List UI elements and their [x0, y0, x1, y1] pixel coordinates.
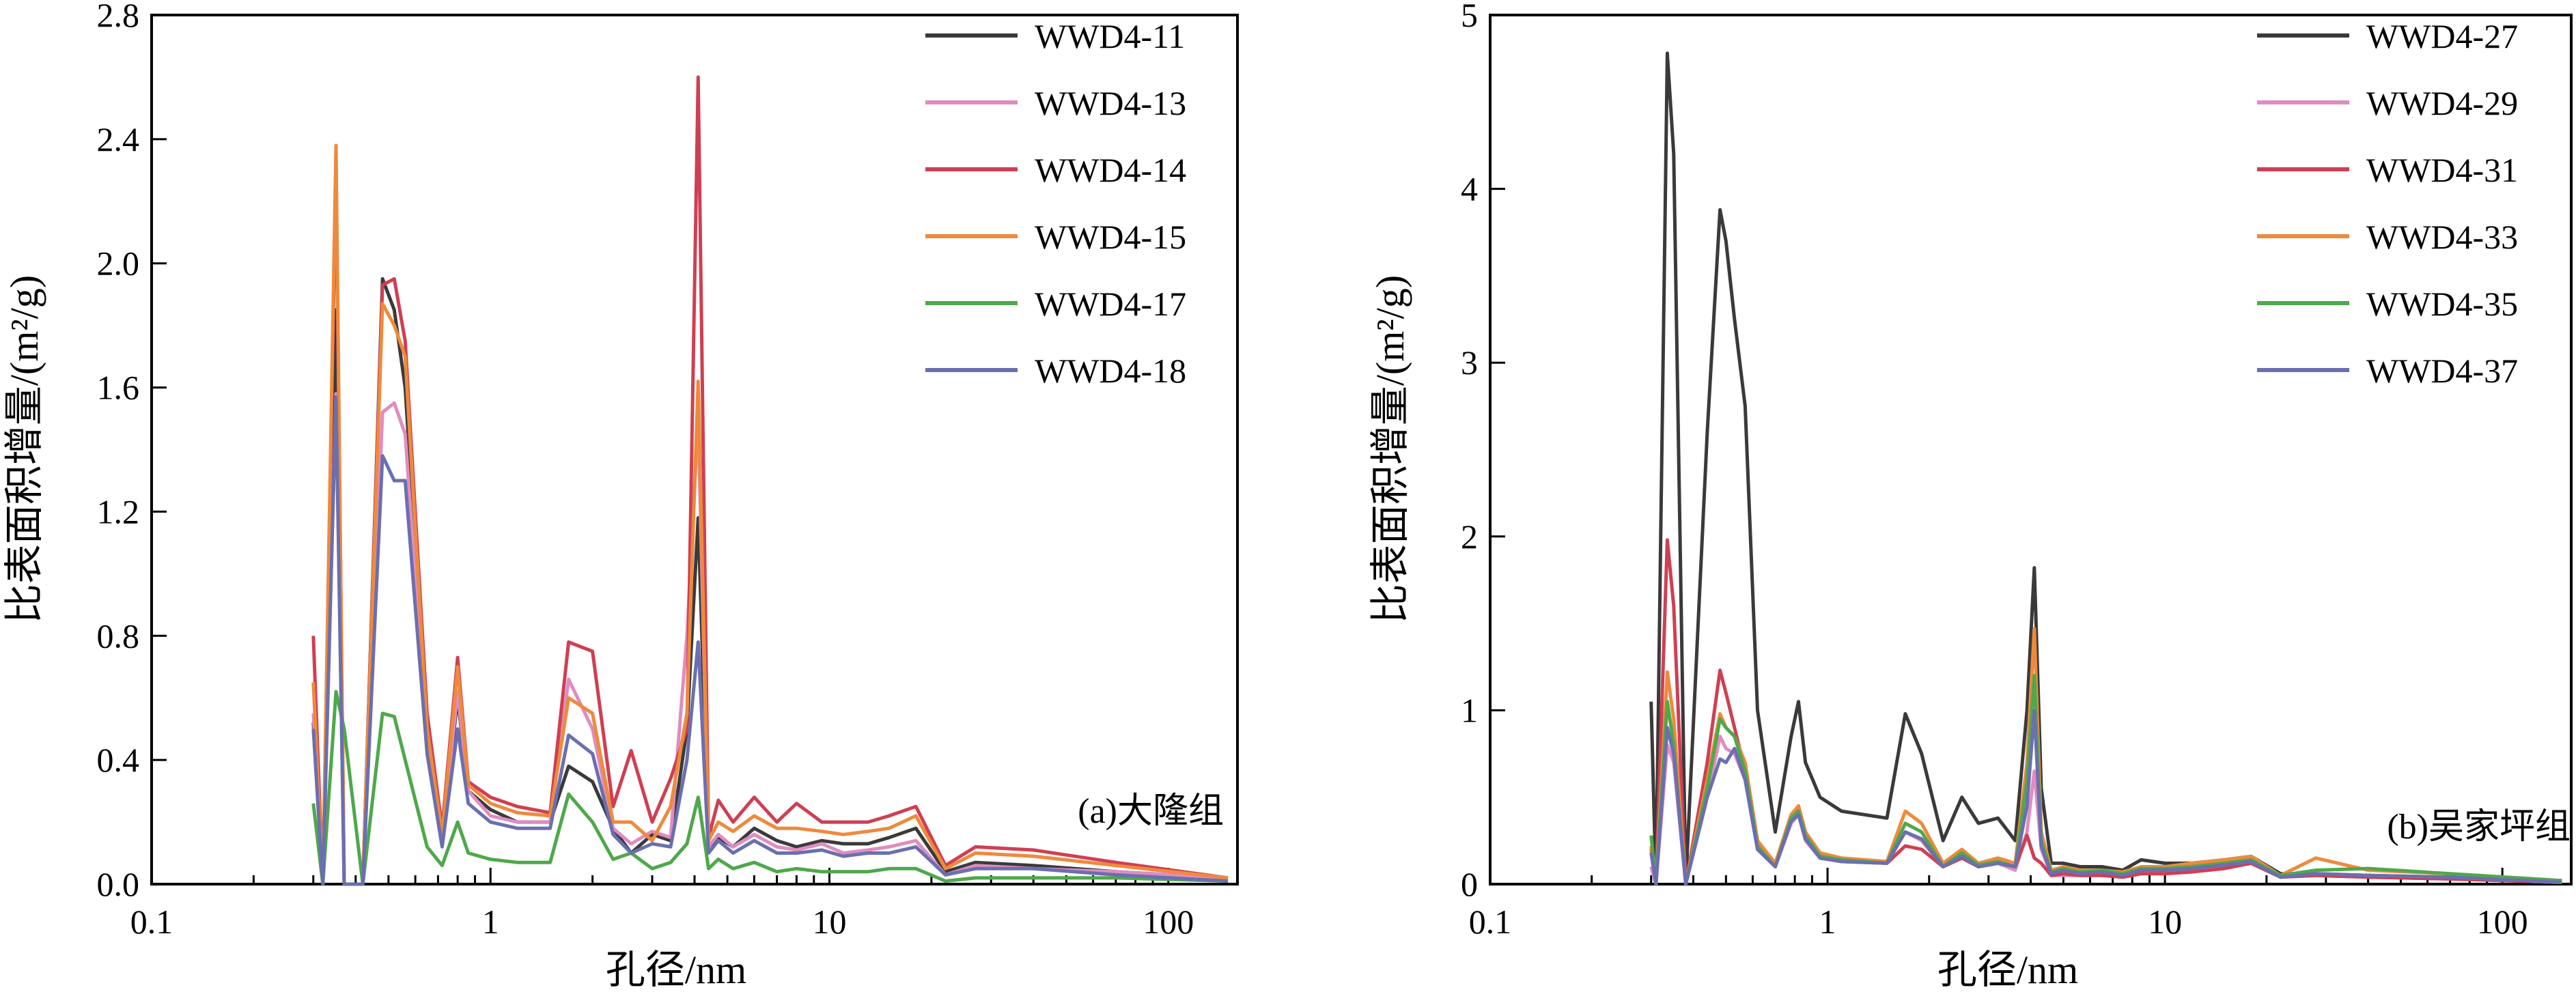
chart-b-xlabel: 孔径/nm — [1937, 948, 2078, 992]
chart-a-ylabel: 比表面积增量/(m²/g) — [2, 275, 46, 623]
y-tick-label: 1.6 — [97, 369, 140, 407]
y-tick-label: 2.8 — [97, 0, 140, 34]
legend-label: WWD4-37 — [2366, 352, 2518, 390]
series-line-wwd4-13 — [311, 392, 1229, 886]
y-tick-label: 0.4 — [97, 741, 140, 779]
legend-label: WWD4-13 — [1035, 84, 1186, 122]
y-tick-label: 2 — [1461, 518, 1478, 556]
x-tick-label: 1 — [1819, 903, 1836, 941]
legend-label: WWD4-29 — [2366, 84, 2518, 122]
legend-label: WWD4-17 — [1035, 285, 1186, 323]
x-tick-label: 1 — [482, 903, 499, 941]
y-tick-label: 5 — [1461, 0, 1478, 34]
legend-label: WWD4-27 — [2366, 17, 2518, 55]
legend-label: WWD4-35 — [2366, 285, 2518, 323]
x-tick-label: 10 — [812, 903, 846, 941]
legend-label: WWD4-11 — [1035, 17, 1185, 55]
x-tick-label: 10 — [2148, 903, 2182, 941]
chart-a-xlabel: 孔径/nm — [606, 948, 746, 992]
series-line-wwd4-14 — [311, 75, 1229, 886]
legend-label: WWD4-33 — [2366, 218, 2518, 256]
chart-b-ylabel: 比表面积增量/(m²/g) — [1368, 275, 1412, 623]
chart-a-title: (a)大隆组 — [1078, 792, 1224, 831]
series-line-wwd4-17 — [311, 690, 1229, 886]
series-line-wwd4-18 — [311, 395, 1229, 886]
y-tick-label: 1.2 — [97, 492, 140, 530]
x-tick-label: 0.1 — [1469, 903, 1512, 941]
y-tick-label: 0.0 — [97, 865, 140, 903]
y-tick-label: 0 — [1461, 865, 1478, 903]
y-tick-label: 3 — [1461, 343, 1478, 382]
x-tick-label: 0.1 — [130, 903, 173, 941]
series-line-wwd4-37 — [1649, 708, 2562, 886]
chart-panel-a: (a)大隆组 孔径/nm 比表面积增量/(m²/g) 0.1 1 10 100 0.0 0… — [2, 0, 1239, 992]
y-tick-label: 4 — [1461, 170, 1478, 208]
x-tick-label: 100 — [2477, 903, 2528, 941]
legend-label: WWD4-14 — [1035, 151, 1186, 189]
x-tick-label: 100 — [1143, 903, 1194, 941]
y-tick-label: 0.8 — [97, 617, 140, 655]
series-line-wwd4-15 — [311, 143, 1229, 886]
y-tick-label: 2.0 — [97, 244, 140, 283]
legend-label: WWD4-31 — [2366, 151, 2518, 189]
legend-label: WWD4-15 — [1035, 218, 1186, 256]
chart-panel-b: (b)吴家坪组 孔径/nm 比表面积增量/(m²/g) 0.1 1 10 100 0 1 2… — [1368, 0, 2573, 992]
chart-b-title: (b)吴家坪组 — [2387, 808, 2571, 847]
y-tick-label: 2.4 — [97, 120, 140, 158]
legend-label: WWD4-18 — [1035, 352, 1186, 390]
y-tick-label: 1 — [1461, 691, 1478, 729]
series-line-wwd4-35 — [1649, 674, 2562, 886]
